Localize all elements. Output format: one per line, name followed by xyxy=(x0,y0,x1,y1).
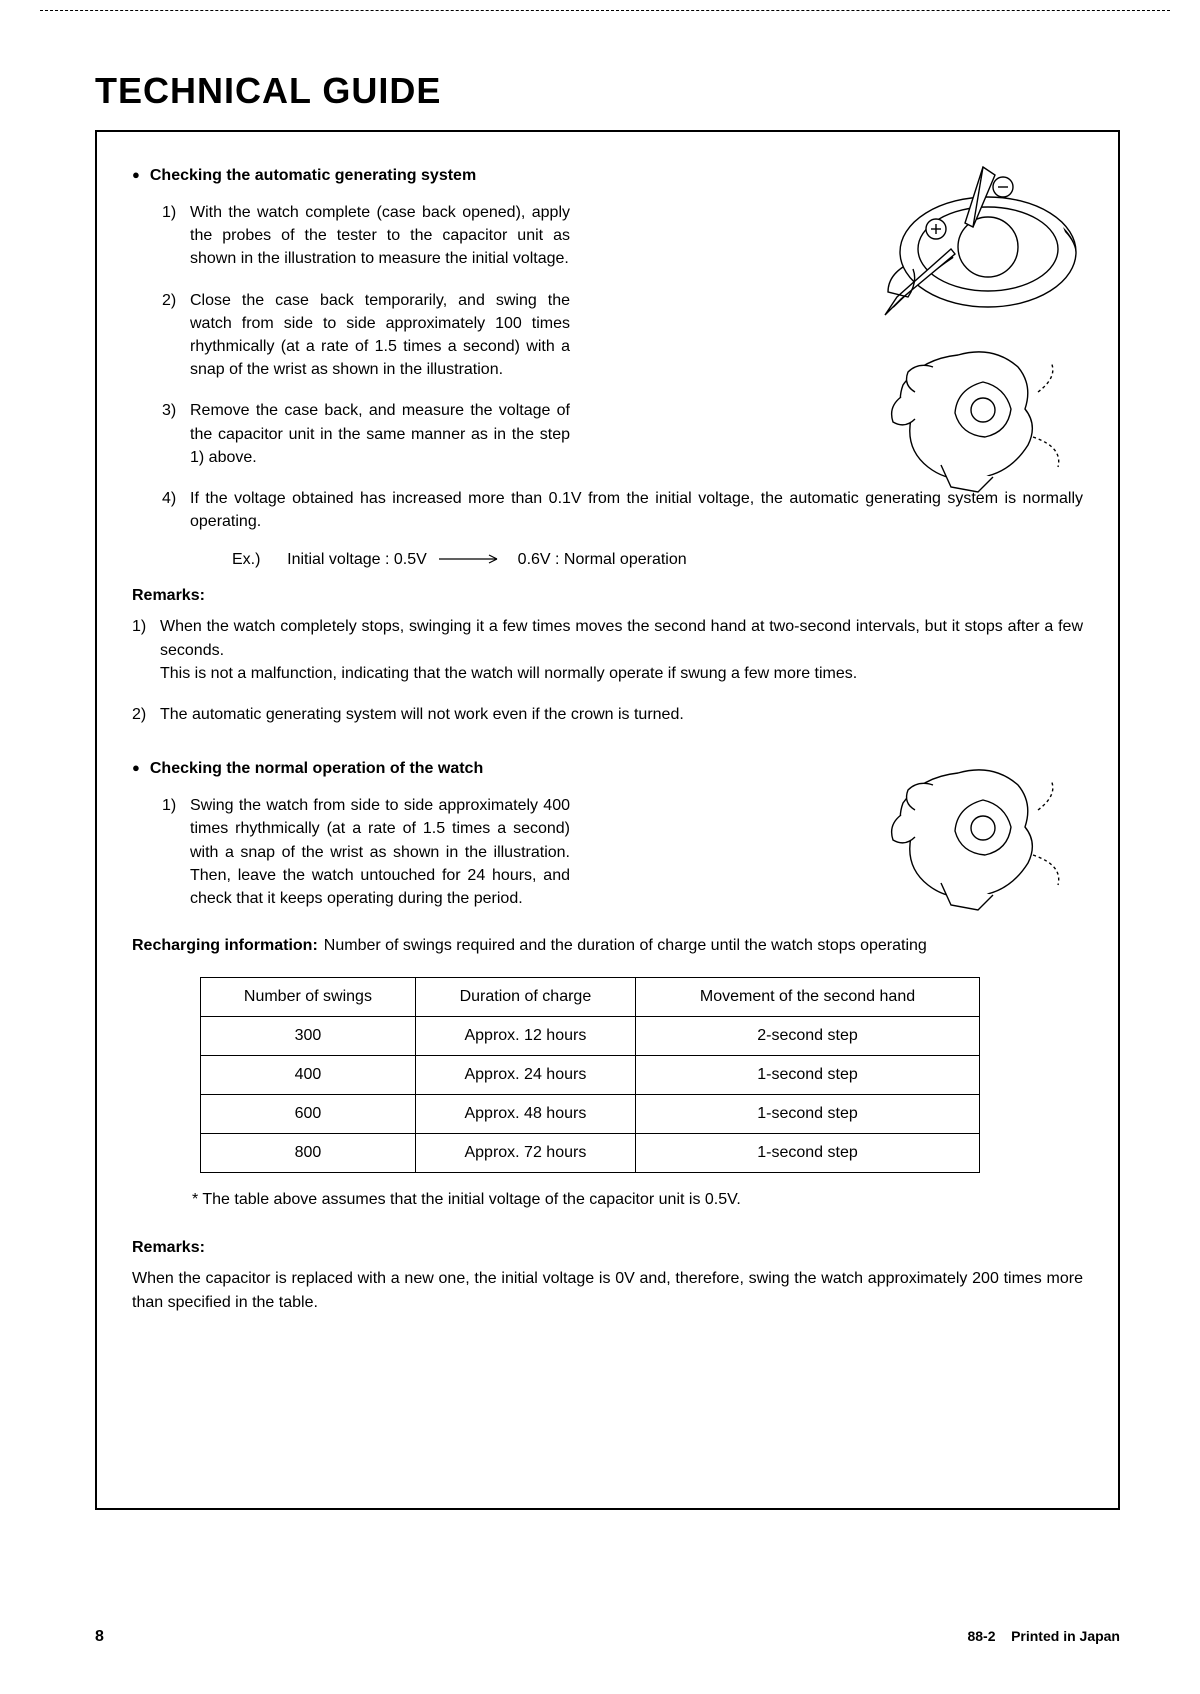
content-frame: Checking the automatic generating system xyxy=(95,130,1120,1510)
table-note: * The table above assumes that the initi… xyxy=(192,1191,1083,1209)
page-title: TECHNICAL GUIDE xyxy=(95,70,1120,112)
example-prefix: Ex.) xyxy=(232,551,260,568)
step-text: Swing the watch from side to side approx… xyxy=(190,794,570,910)
table-header: Movement of the second hand xyxy=(635,978,979,1017)
recharge-info: Recharging information: Number of swings… xyxy=(132,934,1083,957)
example-line: Ex.) Initial voltage : 0.5V 0.6V : Norma… xyxy=(232,551,1083,569)
print-code: 88-2 xyxy=(967,1628,995,1644)
step-number: 2) xyxy=(162,289,190,382)
table-header-row: Number of swings Duration of charge Move… xyxy=(201,978,980,1017)
table-header: Duration of charge xyxy=(415,978,635,1017)
table-cell: 800 xyxy=(201,1134,416,1173)
remark-line: When the watch completely stops, swingin… xyxy=(160,615,1083,661)
step-text: Close the case back temporarily, and swi… xyxy=(190,289,570,382)
step-number: 1) xyxy=(132,615,160,685)
illustration-swing-2 xyxy=(833,755,1093,930)
page-footer: 8 88-2 Printed in Japan xyxy=(95,1628,1120,1646)
table-header: Number of swings xyxy=(201,978,416,1017)
table-cell: Approx. 72 hours xyxy=(415,1134,635,1173)
print-info: 88-2 Printed in Japan xyxy=(967,1628,1120,1646)
step-number: 2) xyxy=(132,703,160,726)
print-location: Printed in Japan xyxy=(1011,1628,1120,1644)
illustration-probes xyxy=(833,157,1093,327)
remark-text: The automatic generating system will not… xyxy=(160,703,1083,726)
step-text: With the watch complete (case back opene… xyxy=(190,201,570,271)
step-number: 3) xyxy=(162,399,190,469)
example-left: Initial voltage : 0.5V xyxy=(287,551,427,568)
remarks2-text: When the capacitor is replaced with a ne… xyxy=(132,1267,1083,1313)
table-cell: Approx. 24 hours xyxy=(415,1056,635,1095)
table-cell: Approx. 48 hours xyxy=(415,1095,635,1134)
table-row: 600 Approx. 48 hours 1-second step xyxy=(201,1095,980,1134)
table-row: 400 Approx. 24 hours 1-second step xyxy=(201,1056,980,1095)
section-normal-op: Checking the normal operation of the wat… xyxy=(132,760,1083,910)
table-row: 300 Approx. 12 hours 2-second step xyxy=(201,1017,980,1056)
remark-line: This is not a malfunction, indicating th… xyxy=(160,662,1083,685)
step-number: 4) xyxy=(162,487,190,533)
recharge-label: Recharging information: xyxy=(132,934,318,957)
table-cell: 1-second step xyxy=(635,1134,979,1173)
example-right: 0.6V : Normal operation xyxy=(518,551,687,568)
charge-table: Number of swings Duration of charge Move… xyxy=(200,977,980,1173)
table-cell: 600 xyxy=(201,1095,416,1134)
page-top-rule xyxy=(40,10,1170,11)
remark-text: When the watch completely stops, swingin… xyxy=(160,615,1083,685)
table-cell: 1-second step xyxy=(635,1095,979,1134)
remark-1: 1) When the watch completely stops, swin… xyxy=(132,615,1083,685)
table-row: 800 Approx. 72 hours 1-second step xyxy=(201,1134,980,1173)
step-text: Remove the case back, and measure the vo… xyxy=(190,399,570,469)
table-cell: 400 xyxy=(201,1056,416,1095)
remarks1-label: Remarks: xyxy=(132,587,1083,605)
table-cell: 300 xyxy=(201,1017,416,1056)
remark-2: 2) The automatic generating system will … xyxy=(132,703,1083,726)
page-number: 8 xyxy=(95,1628,104,1646)
illustration-swing-1 xyxy=(833,337,1093,512)
recharge-text: Number of swings required and the durati… xyxy=(324,934,1083,957)
remarks2-label: Remarks: xyxy=(132,1239,1083,1257)
section-auto-gen: Checking the automatic generating system xyxy=(132,167,1083,569)
table-cell: 1-second step xyxy=(635,1056,979,1095)
table-cell: 2-second step xyxy=(635,1017,979,1056)
table-cell: Approx. 12 hours xyxy=(415,1017,635,1056)
step-number: 1) xyxy=(162,794,190,910)
arrow-icon xyxy=(437,551,507,569)
step-number: 1) xyxy=(162,201,190,271)
